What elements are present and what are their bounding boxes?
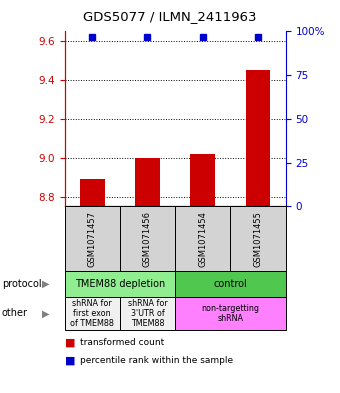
Text: protocol: protocol <box>2 279 41 289</box>
Text: control: control <box>214 279 247 289</box>
Text: shRNA for
first exon
of TMEM88: shRNA for first exon of TMEM88 <box>70 299 114 328</box>
Text: ▶: ▶ <box>42 279 50 289</box>
Text: GSM1071457: GSM1071457 <box>88 211 97 267</box>
Text: GSM1071455: GSM1071455 <box>254 211 262 267</box>
Bar <box>245 70 270 206</box>
Text: non-targetting
shRNA: non-targetting shRNA <box>201 304 259 323</box>
Text: GDS5077 / ILMN_2411963: GDS5077 / ILMN_2411963 <box>83 10 257 23</box>
Text: shRNA for
3'UTR of
TMEM88: shRNA for 3'UTR of TMEM88 <box>128 299 167 328</box>
Text: transformed count: transformed count <box>80 338 164 347</box>
Bar <box>190 154 215 206</box>
Bar <box>80 179 105 206</box>
Text: GSM1071456: GSM1071456 <box>143 211 152 267</box>
Bar <box>135 158 160 206</box>
Text: ■: ■ <box>65 356 75 365</box>
Text: TMEM88 depletion: TMEM88 depletion <box>75 279 165 289</box>
Text: other: other <box>2 309 28 318</box>
Text: ■: ■ <box>65 338 75 348</box>
Text: GSM1071454: GSM1071454 <box>198 211 207 267</box>
Text: percentile rank within the sample: percentile rank within the sample <box>80 356 233 365</box>
Text: ▶: ▶ <box>42 309 50 318</box>
